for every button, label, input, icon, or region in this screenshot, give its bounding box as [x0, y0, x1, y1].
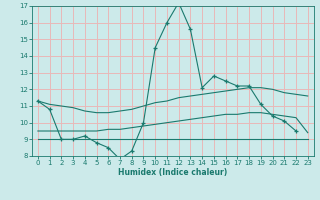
X-axis label: Humidex (Indice chaleur): Humidex (Indice chaleur): [118, 168, 228, 177]
